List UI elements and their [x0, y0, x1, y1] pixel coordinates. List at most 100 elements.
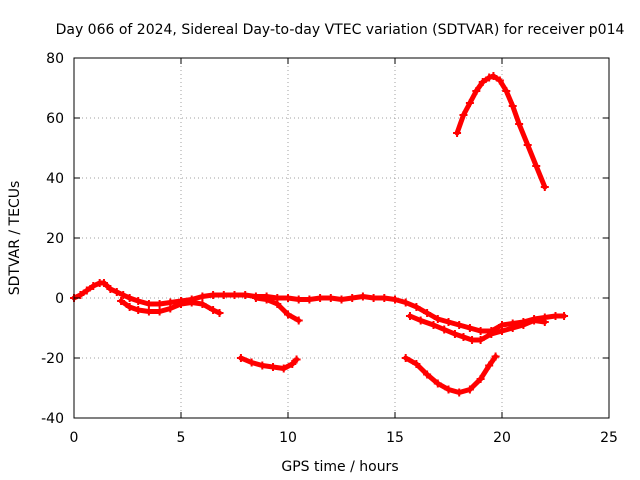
data-point: [337, 295, 346, 304]
data-point: [215, 309, 224, 317]
data-point: [485, 73, 494, 82]
data-point: [380, 294, 389, 302]
data-point: [358, 292, 367, 301]
data-point: [292, 355, 301, 364]
data-point: [515, 120, 524, 128]
data-point: [294, 295, 303, 304]
data-point: [187, 298, 196, 307]
data-point: [117, 297, 126, 305]
data-point: [412, 303, 421, 311]
data-point: [155, 307, 164, 316]
data-point: [455, 388, 464, 397]
data-point: [348, 294, 357, 302]
data-point: [316, 294, 325, 302]
data-point: [247, 358, 256, 367]
data-point: [99, 279, 108, 287]
data-point: [155, 300, 164, 308]
data-point: [459, 111, 468, 119]
data-point: [209, 306, 218, 314]
data-point: [508, 324, 517, 332]
data-point: [219, 291, 228, 299]
data-point: [465, 324, 474, 332]
x-tick-label: 10: [279, 430, 297, 446]
data-point: [540, 318, 549, 326]
data-point: [478, 78, 487, 86]
data-points: [70, 72, 569, 397]
grid: [74, 58, 609, 418]
data-point: [450, 330, 459, 338]
data-point: [134, 297, 143, 305]
y-axis-label: SDTVAR / TECUs: [7, 181, 23, 296]
data-point: [453, 129, 462, 137]
series-arc-7: [454, 73, 548, 190]
data-point: [279, 364, 288, 373]
data-point: [468, 336, 477, 344]
data-point: [401, 354, 410, 362]
x-tick-label: 20: [493, 430, 511, 446]
y-tick-label: 0: [55, 291, 64, 307]
data-point: [236, 354, 245, 362]
data-point: [423, 309, 432, 317]
data-point: [532, 162, 541, 170]
data-point: [429, 321, 438, 329]
data-point: [487, 330, 496, 338]
data-point: [76, 291, 85, 299]
data-point: [305, 295, 314, 304]
data-point: [112, 288, 121, 296]
data-point: [125, 303, 134, 311]
data-point: [530, 316, 539, 325]
data-point: [391, 295, 399, 304]
data-point: [485, 361, 494, 370]
data-point: [459, 333, 468, 341]
data-point: [423, 370, 432, 379]
data-point: [230, 291, 239, 299]
x-tick-label: 25: [600, 430, 618, 446]
y-tick-label: 60: [46, 111, 64, 127]
data-point: [495, 76, 504, 85]
data-point: [144, 307, 153, 316]
data-point: [502, 87, 511, 95]
data-point: [284, 310, 292, 319]
y-tick-label: -20: [41, 351, 64, 367]
data-point: [294, 316, 303, 325]
data-point: [401, 298, 410, 307]
data-point: [166, 304, 175, 313]
data-point: [489, 72, 498, 80]
data-point: [476, 336, 485, 344]
data-point: [440, 325, 449, 334]
data-point: [465, 99, 474, 107]
data-point: [125, 294, 134, 302]
x-tick-label: 5: [177, 430, 186, 446]
data-point: [177, 300, 185, 308]
x-axis-label: GPS time / hours: [281, 459, 398, 475]
data-point: [119, 291, 128, 299]
data-point: [523, 141, 532, 149]
data-point: [258, 361, 267, 370]
data-point: [560, 312, 569, 320]
data-point: [433, 315, 442, 323]
data-point: [262, 295, 271, 304]
data-point: [476, 375, 485, 383]
data-point: [519, 321, 528, 329]
data-point: [134, 306, 143, 314]
data-point: [89, 282, 98, 290]
data-point: [444, 318, 453, 326]
axis-ticks: 0 5 10 15 20 25 -40 -20 0 20 40 60 80: [41, 51, 618, 446]
data-point: [476, 327, 485, 335]
data-point: [416, 316, 425, 325]
data-point: [273, 300, 282, 308]
data-point: [412, 360, 421, 368]
y-tick-label: 20: [46, 231, 64, 247]
series-arc-6: [403, 354, 499, 395]
data-point: [106, 285, 115, 293]
data-point: [198, 292, 207, 301]
data-point: [144, 300, 153, 308]
data-point: [455, 321, 464, 329]
y-tick-label: -40: [41, 411, 64, 427]
data-point: [465, 385, 474, 394]
data-point: [491, 352, 500, 361]
data-point: [326, 294, 335, 302]
x-tick-label: 15: [386, 430, 404, 446]
